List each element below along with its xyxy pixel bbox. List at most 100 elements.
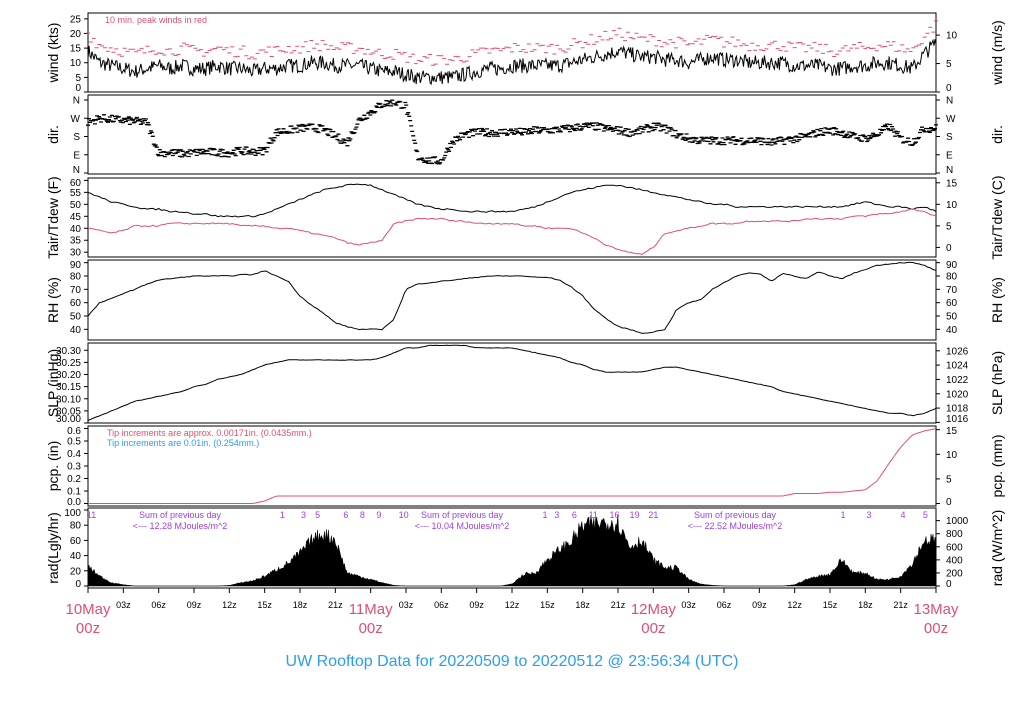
x-tick-label: 15z — [257, 600, 272, 610]
x-major-day: 11May — [349, 601, 393, 618]
x-tick-label: 12z — [505, 600, 520, 610]
wind-annotation: 10 min. peak winds in red — [105, 15, 207, 25]
y-tick-label: 30.05 — [56, 406, 81, 417]
y-tick-label: 0.2 — [67, 474, 81, 485]
hour-mark-label: 11 — [589, 510, 598, 520]
y-tick-label-right: 40 — [946, 325, 958, 336]
y-tick-label-right: 70 — [946, 285, 958, 296]
y-tick-label: 90 — [70, 260, 82, 271]
y-tick-label: N — [73, 165, 80, 176]
x-major-day: 12May — [631, 601, 677, 618]
tair-line — [87, 183, 937, 218]
x-tick-label: 03z — [681, 600, 696, 610]
x-tick-label: 09z — [469, 600, 484, 610]
y-tick-label: S — [73, 132, 80, 143]
y-tick-label-right: 90 — [946, 260, 958, 271]
y-tick-label: 30.30 — [56, 346, 81, 357]
y-tick-label-right: 600 — [946, 542, 963, 553]
y-tick-label: 80 — [70, 272, 82, 283]
direction-marks — [86, 99, 938, 165]
y-axis-label: wind (kts) — [45, 23, 61, 84]
daily-sum-label: Sum of previous day — [421, 510, 504, 520]
panel-frame — [87, 507, 937, 589]
y-tick-label-right: 60 — [946, 298, 958, 309]
x-tick-label: 21z — [611, 600, 626, 610]
x-tick-label: 15z — [823, 600, 838, 610]
y-tick-label: 10 — [70, 58, 82, 69]
y-tick-label-right: 0 — [946, 243, 952, 254]
x-tick-label: 09z — [187, 600, 202, 610]
y-tick-label-right: N — [946, 96, 953, 107]
hour-mark-label: 1 — [280, 510, 285, 520]
y-tick-label: 0.5 — [67, 437, 81, 448]
y-tick-label: 0.0 — [67, 497, 81, 508]
y-tick-label: 0.3 — [67, 462, 81, 473]
radiation-area — [87, 514, 937, 587]
hour-mark-label: 1 — [542, 510, 547, 520]
tdew-line — [87, 208, 937, 255]
x-major-day: 13May — [913, 601, 959, 618]
y-tick-label-right: 200 — [946, 568, 963, 579]
y-axis-label: RH (%) — [45, 277, 61, 323]
y-tick-label-right: 0 — [946, 579, 952, 590]
y-tick-label-right: 10 — [946, 31, 958, 42]
y-tick-label-right: 50 — [946, 312, 958, 323]
y-tick-label-right: 5 — [946, 221, 952, 232]
y-tick-label-right: 15 — [946, 178, 958, 189]
hour-mark-label: 1 — [840, 510, 845, 520]
daily-sum-label: Sum of previous day — [694, 510, 777, 520]
y-tick-label-right: 5 — [946, 59, 952, 70]
x-major-hour: 00z — [641, 620, 665, 637]
panel-dir: dir. dir.N NE ES SW WN N — [45, 94, 1005, 176]
y-tick-label: 80 — [70, 521, 82, 532]
hour-mark-label: 3 — [866, 510, 871, 520]
x-major-hour: 00z — [359, 620, 383, 637]
wind-line — [87, 38, 937, 85]
y-tick-label: 15 — [70, 44, 82, 55]
panel-pcp: pcp. (in) pcp. (mm) 0.00.1 0.20.3 0.40.50.6 0… — [45, 425, 1005, 508]
y-tick-label: 40 — [70, 551, 82, 562]
y-tick-label: 50 — [70, 312, 82, 323]
x-major-hour: 00z — [924, 620, 948, 637]
hour-mark-label: 19 — [629, 510, 639, 520]
y-tick-label-right: 1022 — [946, 375, 969, 386]
y-tick-label-right: 1018 — [946, 404, 969, 415]
y-axis-label: Tair/Tdew (F) — [45, 176, 61, 258]
panel-frame — [87, 177, 937, 258]
rh-line — [87, 261, 937, 334]
y-tick-label-right: 0 — [946, 497, 952, 508]
x-tick-label: 12z — [787, 600, 802, 610]
y-tick-label-right: 800 — [946, 529, 963, 540]
y-tick-label: N — [73, 96, 80, 107]
y-tick-label: 30.00 — [56, 414, 81, 425]
x-tick-label: 15z — [540, 600, 555, 610]
y-axis-label-right: wind (m/s) — [989, 20, 1005, 86]
panel-frame — [87, 94, 937, 175]
y-axis-label-right: dir. — [989, 125, 1005, 144]
y-tick-label-right: 400 — [946, 555, 963, 566]
hour-mark-label: 10 — [399, 510, 409, 520]
y-tick-label: 20 — [70, 566, 82, 577]
panel-slp: SLP (inHg) SLP (hPa)30.0030.0530.1030.153… — [45, 342, 1005, 425]
y-tick-label-right: S — [946, 132, 953, 143]
y-tick-label: 0.1 — [67, 487, 81, 498]
y-tick-label: 35 — [70, 236, 82, 247]
y-tick-label: 55 — [70, 188, 82, 199]
x-tick-label: 06z — [151, 600, 166, 610]
pcp-line — [88, 428, 937, 504]
panel-temp: Tair/Tdew (F) Tair/Tdew (C)30354045505560… — [45, 175, 1005, 259]
hour-mark-label: 6 — [343, 510, 348, 520]
chart-title: UW Rooftop Data for 20220509 to 20220512… — [286, 653, 739, 670]
hour-mark-label: 9 — [376, 510, 381, 520]
y-axis-label: rad(Lgly/hr) — [45, 512, 61, 584]
y-tick-label: W — [71, 114, 81, 125]
y-tick-label: 25 — [70, 14, 82, 25]
y-tick-label-right: 15 — [946, 426, 958, 437]
y-axis-label-right: rad (W/m^2) — [989, 510, 1005, 587]
y-tick-label-right: 1016 — [946, 414, 969, 425]
y-tick-label-right: 10 — [946, 450, 958, 461]
hour-mark-label: 5 — [315, 510, 320, 520]
tip-annotation: Tip increments are 0.01in. (0.254mm.) — [107, 438, 259, 448]
